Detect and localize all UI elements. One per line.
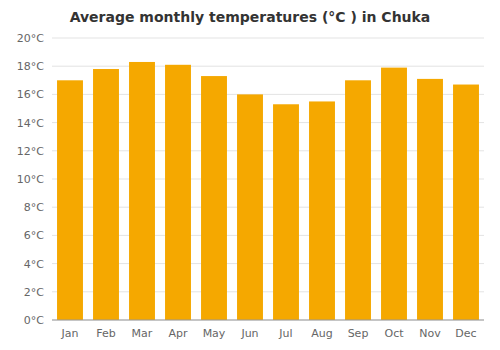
y-tick-label: 12°C [17, 145, 44, 158]
y-tick-label: 8°C [24, 201, 44, 214]
y-axis: 0°C 2°C 4°C 6°C 8°C 10°C 12°C 14°C 16°C 18°C 20°C [17, 32, 44, 327]
grid-line [52, 66, 484, 67]
grid-line [52, 38, 484, 39]
chart-container: Average monthly temperatures (°C ) in Ch… [0, 0, 500, 350]
y-tick-label: 6°C [24, 229, 44, 242]
bar [93, 69, 119, 320]
x-tick-label: Sep [348, 327, 369, 340]
chart-svg: Average monthly temperatures (°C ) in Ch… [0, 0, 500, 350]
x-tick-label: Jan [61, 327, 79, 340]
bar [201, 76, 227, 320]
bar [165, 65, 191, 320]
bar [345, 80, 371, 320]
x-axis-line [52, 320, 484, 321]
y-tick-label: 10°C [17, 173, 44, 186]
y-tick-label: 16°C [17, 88, 44, 101]
x-tick-label: Jul [278, 327, 292, 340]
x-tick-label: Oct [384, 327, 404, 340]
bar [237, 94, 263, 320]
x-tick-label: Dec [455, 327, 476, 340]
chart-title: Average monthly temperatures (°C ) in Ch… [70, 9, 431, 25]
y-tick-label: 20°C [17, 32, 44, 45]
x-tick-label: Aug [311, 327, 332, 340]
x-tick-label: May [203, 327, 226, 340]
bar [129, 62, 155, 320]
grid [52, 38, 484, 320]
bar [417, 79, 443, 320]
bar [453, 85, 479, 320]
bars [57, 62, 479, 320]
x-tick-label: Jun [240, 327, 258, 340]
grid-line [52, 320, 484, 321]
x-tick-label: Mar [132, 327, 153, 340]
x-axis: Jan Feb Mar Apr May Jun Jul Aug Sep Oct Nov Dec [52, 320, 484, 340]
bar [381, 68, 407, 320]
x-tick-label: Apr [168, 327, 188, 340]
y-tick-label: 4°C [24, 258, 44, 271]
y-tick-label: 18°C [17, 60, 44, 73]
y-tick-label: 14°C [17, 117, 44, 130]
y-tick-label: 2°C [24, 286, 44, 299]
bar [273, 104, 299, 320]
x-tick-label: Nov [419, 327, 441, 340]
y-tick-label: 0°C [24, 314, 44, 327]
x-tick-label: Feb [96, 327, 115, 340]
bar [309, 101, 335, 320]
bar [57, 80, 83, 320]
